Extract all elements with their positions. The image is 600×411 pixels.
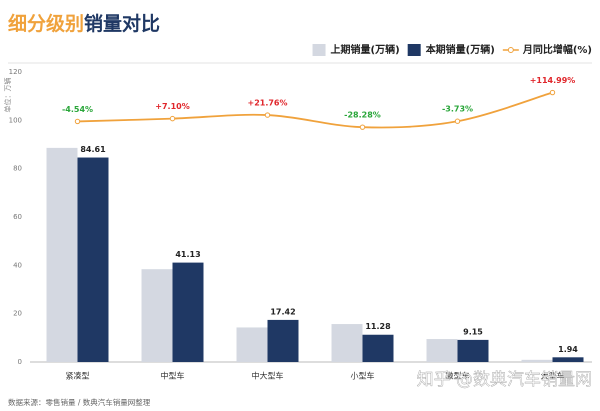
title-part: 销量对比 (84, 12, 160, 35)
y-tick-label: 100 (9, 116, 22, 124)
bar (141, 269, 173, 362)
line-marker (264, 112, 271, 118)
line-marker (169, 115, 176, 122)
y-tick-label: 120 (9, 68, 22, 76)
title-part: 细分级别 (8, 12, 84, 35)
bar (362, 334, 394, 362)
line-value-label: -28.28% (344, 111, 381, 120)
bar-value-label: 1.94 (558, 345, 578, 354)
line-value-label: +21.76% (247, 99, 287, 108)
bar (426, 339, 458, 362)
bar-value-label: 41.13 (175, 250, 200, 259)
line-marker (454, 118, 461, 124)
line-marker (549, 89, 556, 96)
bar (172, 262, 204, 362)
bar (552, 357, 584, 362)
y-tick-label: 60 (13, 213, 22, 221)
x-tick-label: 中大型车 (252, 371, 284, 381)
line-value-label: +114.99% (530, 76, 576, 85)
line-value-label: +7.10% (155, 102, 189, 111)
x-tick-label: 大型车 (541, 371, 565, 381)
bar (457, 339, 489, 362)
line-marker (359, 124, 366, 130)
bar (331, 324, 363, 362)
x-tick-label: 紧凑型 (66, 371, 90, 381)
legend-label: 本期销量(万辆) (426, 43, 495, 56)
legend-swatch (407, 44, 421, 56)
bar (46, 147, 78, 362)
bar (236, 327, 268, 362)
line-value-label: -3.73% (442, 105, 473, 114)
y-tick-label: 20 (13, 310, 22, 318)
y-axis-label: 单位：万辆 (3, 78, 12, 113)
bar-value-label: 11.28 (365, 322, 391, 331)
y-tick-label: 80 (13, 165, 22, 173)
x-tick-label: 小型车 (351, 371, 375, 381)
bar-value-label: 9.15 (463, 327, 483, 336)
legend-label: 上期销量(万辆) (331, 43, 400, 56)
line-value-label: -4.54% (62, 105, 93, 114)
chart-title: 细分级别销量对比 (8, 12, 160, 35)
legend-swatch (507, 47, 514, 53)
y-tick-label: 40 (13, 261, 22, 269)
x-tick-label: 中型车 (161, 371, 185, 381)
watermark: 知乎 @数典汽车销量网 (417, 370, 592, 390)
bar (267, 319, 299, 362)
bar (77, 157, 109, 362)
x-tick-label: 微型车 (446, 371, 470, 381)
bar-value-label: 17.42 (270, 307, 295, 316)
line-marker (74, 118, 81, 125)
legend-label: 月同比增幅(%) (522, 43, 592, 56)
bar (521, 359, 553, 362)
footnote: 数据来源：零售销量 / 数典汽车销量网整理 (8, 397, 151, 407)
line (77, 91, 553, 129)
y-tick-label: 0 (18, 358, 22, 366)
bar-value-label: 84.61 (80, 145, 106, 154)
legend-swatch (312, 44, 326, 56)
